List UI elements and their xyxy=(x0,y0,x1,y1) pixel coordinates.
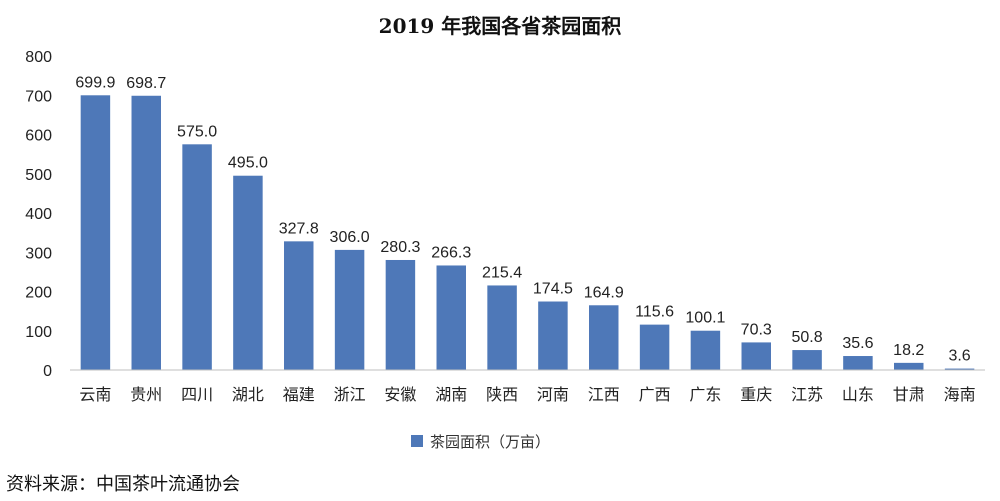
bar xyxy=(538,301,568,370)
data-label: 266.3 xyxy=(431,244,471,261)
bar xyxy=(80,95,111,371)
y-tick-label: 700 xyxy=(25,88,52,105)
x-tick-label: 重庆 xyxy=(740,385,772,404)
x-tick-label: 福建 xyxy=(283,385,315,404)
x-tick-label: 安徽 xyxy=(384,385,416,404)
y-tick-label: 0 xyxy=(43,363,52,380)
bar xyxy=(182,144,212,370)
data-label: 50.8 xyxy=(792,329,823,346)
x-tick-label: 陕西 xyxy=(486,385,518,404)
data-label: 18.2 xyxy=(893,342,924,359)
bar xyxy=(639,324,670,370)
source-note: 资料来源：中国茶叶流通协会 xyxy=(6,474,240,495)
bars xyxy=(80,95,975,371)
x-tick-label: 山东 xyxy=(842,385,874,404)
legend: 茶园面积（万亩） xyxy=(411,433,550,451)
x-tick-label: 河南 xyxy=(537,385,569,404)
bar xyxy=(385,259,416,370)
bar xyxy=(233,175,263,370)
y-tick-label: 600 xyxy=(25,128,52,145)
x-tick-label: 广西 xyxy=(639,385,671,404)
bar xyxy=(589,305,619,370)
bar xyxy=(741,342,771,370)
data-label: 699.9 xyxy=(75,74,115,91)
data-labels: 699.9 698.7 575.0 495.0 327.8 306.0 280.3 266.3… xyxy=(75,74,970,364)
y-tick-label: 100 xyxy=(25,324,52,341)
y-tick-label: 300 xyxy=(25,245,52,262)
x-tick-label: 贵州 xyxy=(130,385,162,404)
x-tick-label: 江西 xyxy=(588,385,620,404)
data-label: 327.8 xyxy=(279,220,319,237)
bar xyxy=(792,350,822,370)
y-tick-label: 200 xyxy=(25,285,52,302)
bar xyxy=(843,356,873,370)
data-label: 115.6 xyxy=(635,304,674,321)
data-label: 100.1 xyxy=(685,310,725,327)
bar xyxy=(131,95,161,370)
x-tick-label: 湖北 xyxy=(232,385,264,404)
data-label: 495.0 xyxy=(228,155,268,172)
y-tick-label: 500 xyxy=(25,167,52,184)
x-tick-label: 云南 xyxy=(79,385,111,404)
y-tick-label: 400 xyxy=(25,206,52,223)
x-tick-label: 江苏 xyxy=(791,385,823,404)
data-label: 306.0 xyxy=(330,229,370,246)
x-axis: 云南 贵州 四川 湖北 福建 浙江 安徽 湖南 陕西 河南 江西 广西 广东 重庆 江苏 山东 甘肃 海南 xyxy=(70,369,985,404)
data-label: 70.3 xyxy=(741,321,772,338)
bar xyxy=(487,285,517,370)
chart-title: 2019 年我国各省茶园面积 xyxy=(379,14,622,38)
data-label: 575.0 xyxy=(177,123,217,140)
data-label: 215.4 xyxy=(482,264,522,281)
data-label: 164.9 xyxy=(584,284,624,301)
legend-label: 茶园面积（万亩） xyxy=(430,433,550,451)
y-axis: 0 100 200 300 400 500 600 700 800 xyxy=(25,49,52,380)
x-tick-label: 广东 xyxy=(689,385,721,404)
x-tick-label: 甘肃 xyxy=(893,385,925,404)
data-label: 174.5 xyxy=(533,281,573,298)
data-label: 698.7 xyxy=(126,75,166,92)
data-label: 35.6 xyxy=(842,335,873,352)
bar xyxy=(894,362,924,370)
bar xyxy=(944,368,975,370)
y-tick-label: 800 xyxy=(25,49,52,66)
x-tick-label: 海南 xyxy=(944,385,976,404)
data-label: 280.3 xyxy=(380,239,420,256)
x-tick-label: 湖南 xyxy=(435,385,467,404)
x-tick-label: 四川 xyxy=(181,385,213,404)
legend-swatch xyxy=(411,435,423,447)
bar xyxy=(436,265,466,370)
bar xyxy=(334,249,365,370)
bar xyxy=(690,330,721,370)
x-tick-label: 浙江 xyxy=(334,385,366,404)
data-label: 3.6 xyxy=(948,348,970,365)
bar xyxy=(284,241,314,370)
